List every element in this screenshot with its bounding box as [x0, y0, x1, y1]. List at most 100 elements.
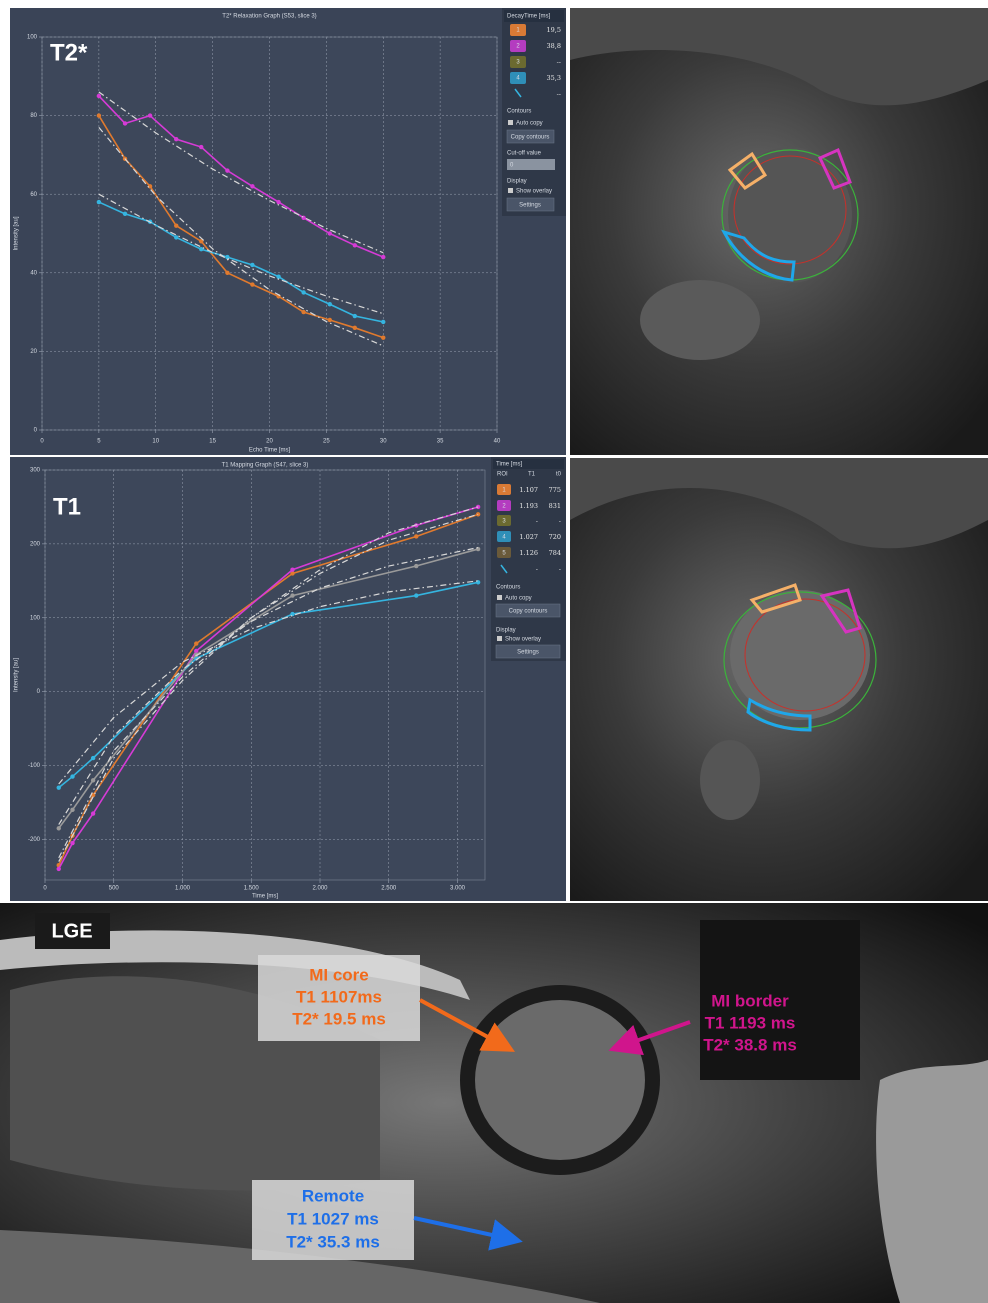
roi-value: 784 [549, 549, 561, 557]
data-point [414, 534, 418, 538]
x-tick-label: 1.500 [244, 886, 260, 892]
data-point [97, 94, 101, 98]
input[interactable] [507, 159, 555, 170]
column-header: T1 [528, 472, 536, 478]
data-point [199, 145, 203, 149]
x-axis-label: Time [ms] [252, 894, 278, 900]
data-point [290, 568, 294, 572]
roi-value: 38,8 [547, 42, 561, 50]
roi-value: -- [557, 58, 561, 66]
roi-value: - [559, 565, 561, 573]
y-axis-label: Intensity [au] [14, 216, 20, 250]
roi-value: - [536, 517, 538, 525]
checkbox-label: Auto copy [516, 121, 543, 127]
x-tick-label: 15 [209, 439, 216, 445]
panel-header-text: Time [ms] [496, 462, 522, 468]
group-label: Contours [507, 109, 531, 115]
y-tick-label: -200 [28, 837, 41, 843]
data-point [381, 255, 385, 259]
group-label: Contours [496, 585, 520, 591]
data-point [301, 290, 305, 294]
data-point [328, 318, 332, 322]
x-tick-label: 2.500 [381, 886, 397, 892]
data-point [414, 593, 418, 597]
x-tick-label: 35 [437, 439, 444, 445]
button-label: Copy contours [511, 135, 550, 141]
y-tick-label: 100 [27, 35, 38, 41]
data-point [194, 641, 198, 645]
roi-value: 1.027 [519, 533, 538, 541]
data-point [290, 593, 294, 597]
y-tick-label: 60 [30, 192, 37, 198]
checkbox[interactable] [508, 188, 513, 193]
data-point [328, 231, 332, 235]
annotation-text: T1 1193 ms [705, 1013, 796, 1032]
data-point [276, 275, 280, 279]
roi-value: 720 [549, 533, 561, 541]
roi-value: - [536, 565, 538, 573]
lge-image [0, 903, 988, 1303]
x-tick-label: 500 [109, 886, 120, 892]
annotation-text: T2* 38.8 ms [703, 1035, 797, 1054]
data-point [57, 785, 61, 789]
data-point [328, 302, 332, 306]
annotation-text: T2* 19.5 ms [292, 1009, 386, 1028]
figure: LGE MI core T1 1107ms T2* 19.5 ms MI bor… [0, 0, 988, 1303]
mri-image [570, 458, 988, 901]
x-tick-label: 30 [380, 439, 387, 445]
roi-value: 35,3 [547, 74, 561, 82]
data-point [97, 113, 101, 117]
group-label: Display [507, 179, 527, 185]
y-tick-label: 40 [30, 270, 37, 276]
roi-value: - [559, 517, 561, 525]
data-point [301, 310, 305, 314]
data-point [57, 826, 61, 830]
data-point [199, 247, 203, 251]
roi-value: 1.126 [519, 549, 538, 557]
button-label: Settings [517, 650, 539, 656]
data-point [70, 808, 74, 812]
checkbox-label: Show overlay [505, 637, 541, 643]
checkbox-label: Auto copy [505, 596, 532, 602]
data-point [414, 564, 418, 568]
x-tick-label: 40 [494, 439, 501, 445]
chart-title: T1 Mapping Graph (S47, slice 3) [222, 463, 309, 469]
data-point [250, 184, 254, 188]
data-point [353, 314, 357, 318]
data-point [91, 778, 95, 782]
data-point [353, 243, 357, 247]
button-label: Settings [519, 203, 541, 209]
y-tick-label: 300 [30, 468, 41, 474]
data-point [250, 282, 254, 286]
checkbox[interactable] [508, 120, 513, 125]
chart-title: T2* Relaxation Graph (S53, slice 3) [222, 14, 316, 20]
y-tick-label: 200 [30, 541, 41, 547]
y-tick-label: 100 [30, 615, 41, 621]
data-point [174, 137, 178, 141]
x-tick-label: 20 [266, 439, 273, 445]
data-point [276, 200, 280, 204]
data-point [57, 867, 61, 871]
x-tick-label: 3.000 [450, 886, 466, 892]
column-header: t0 [556, 472, 562, 478]
group-label: Display [496, 628, 516, 634]
annotation-text: MI border [711, 991, 789, 1010]
roi-value: 831 [549, 502, 561, 510]
data-point [70, 774, 74, 778]
checkbox[interactable] [497, 636, 502, 641]
lge-label: LGE [51, 920, 92, 942]
checkbox[interactable] [497, 595, 502, 600]
y-axis-label: Intensity [au] [14, 658, 20, 692]
checkbox-label: Show overlay [516, 189, 552, 195]
y-tick-label: 20 [30, 349, 37, 355]
data-point [148, 113, 152, 117]
data-point [225, 271, 229, 275]
panel-header-text: DecayTime [ms] [507, 14, 550, 20]
data-point [174, 223, 178, 227]
annotation-text: T2* 35.3 ms [286, 1232, 380, 1251]
data-point [91, 756, 95, 760]
roi-value: 1.107 [519, 486, 538, 494]
y-tick-label: -100 [28, 763, 41, 769]
panel-label: T1 [53, 493, 81, 520]
x-tick-label: 10 [152, 439, 159, 445]
